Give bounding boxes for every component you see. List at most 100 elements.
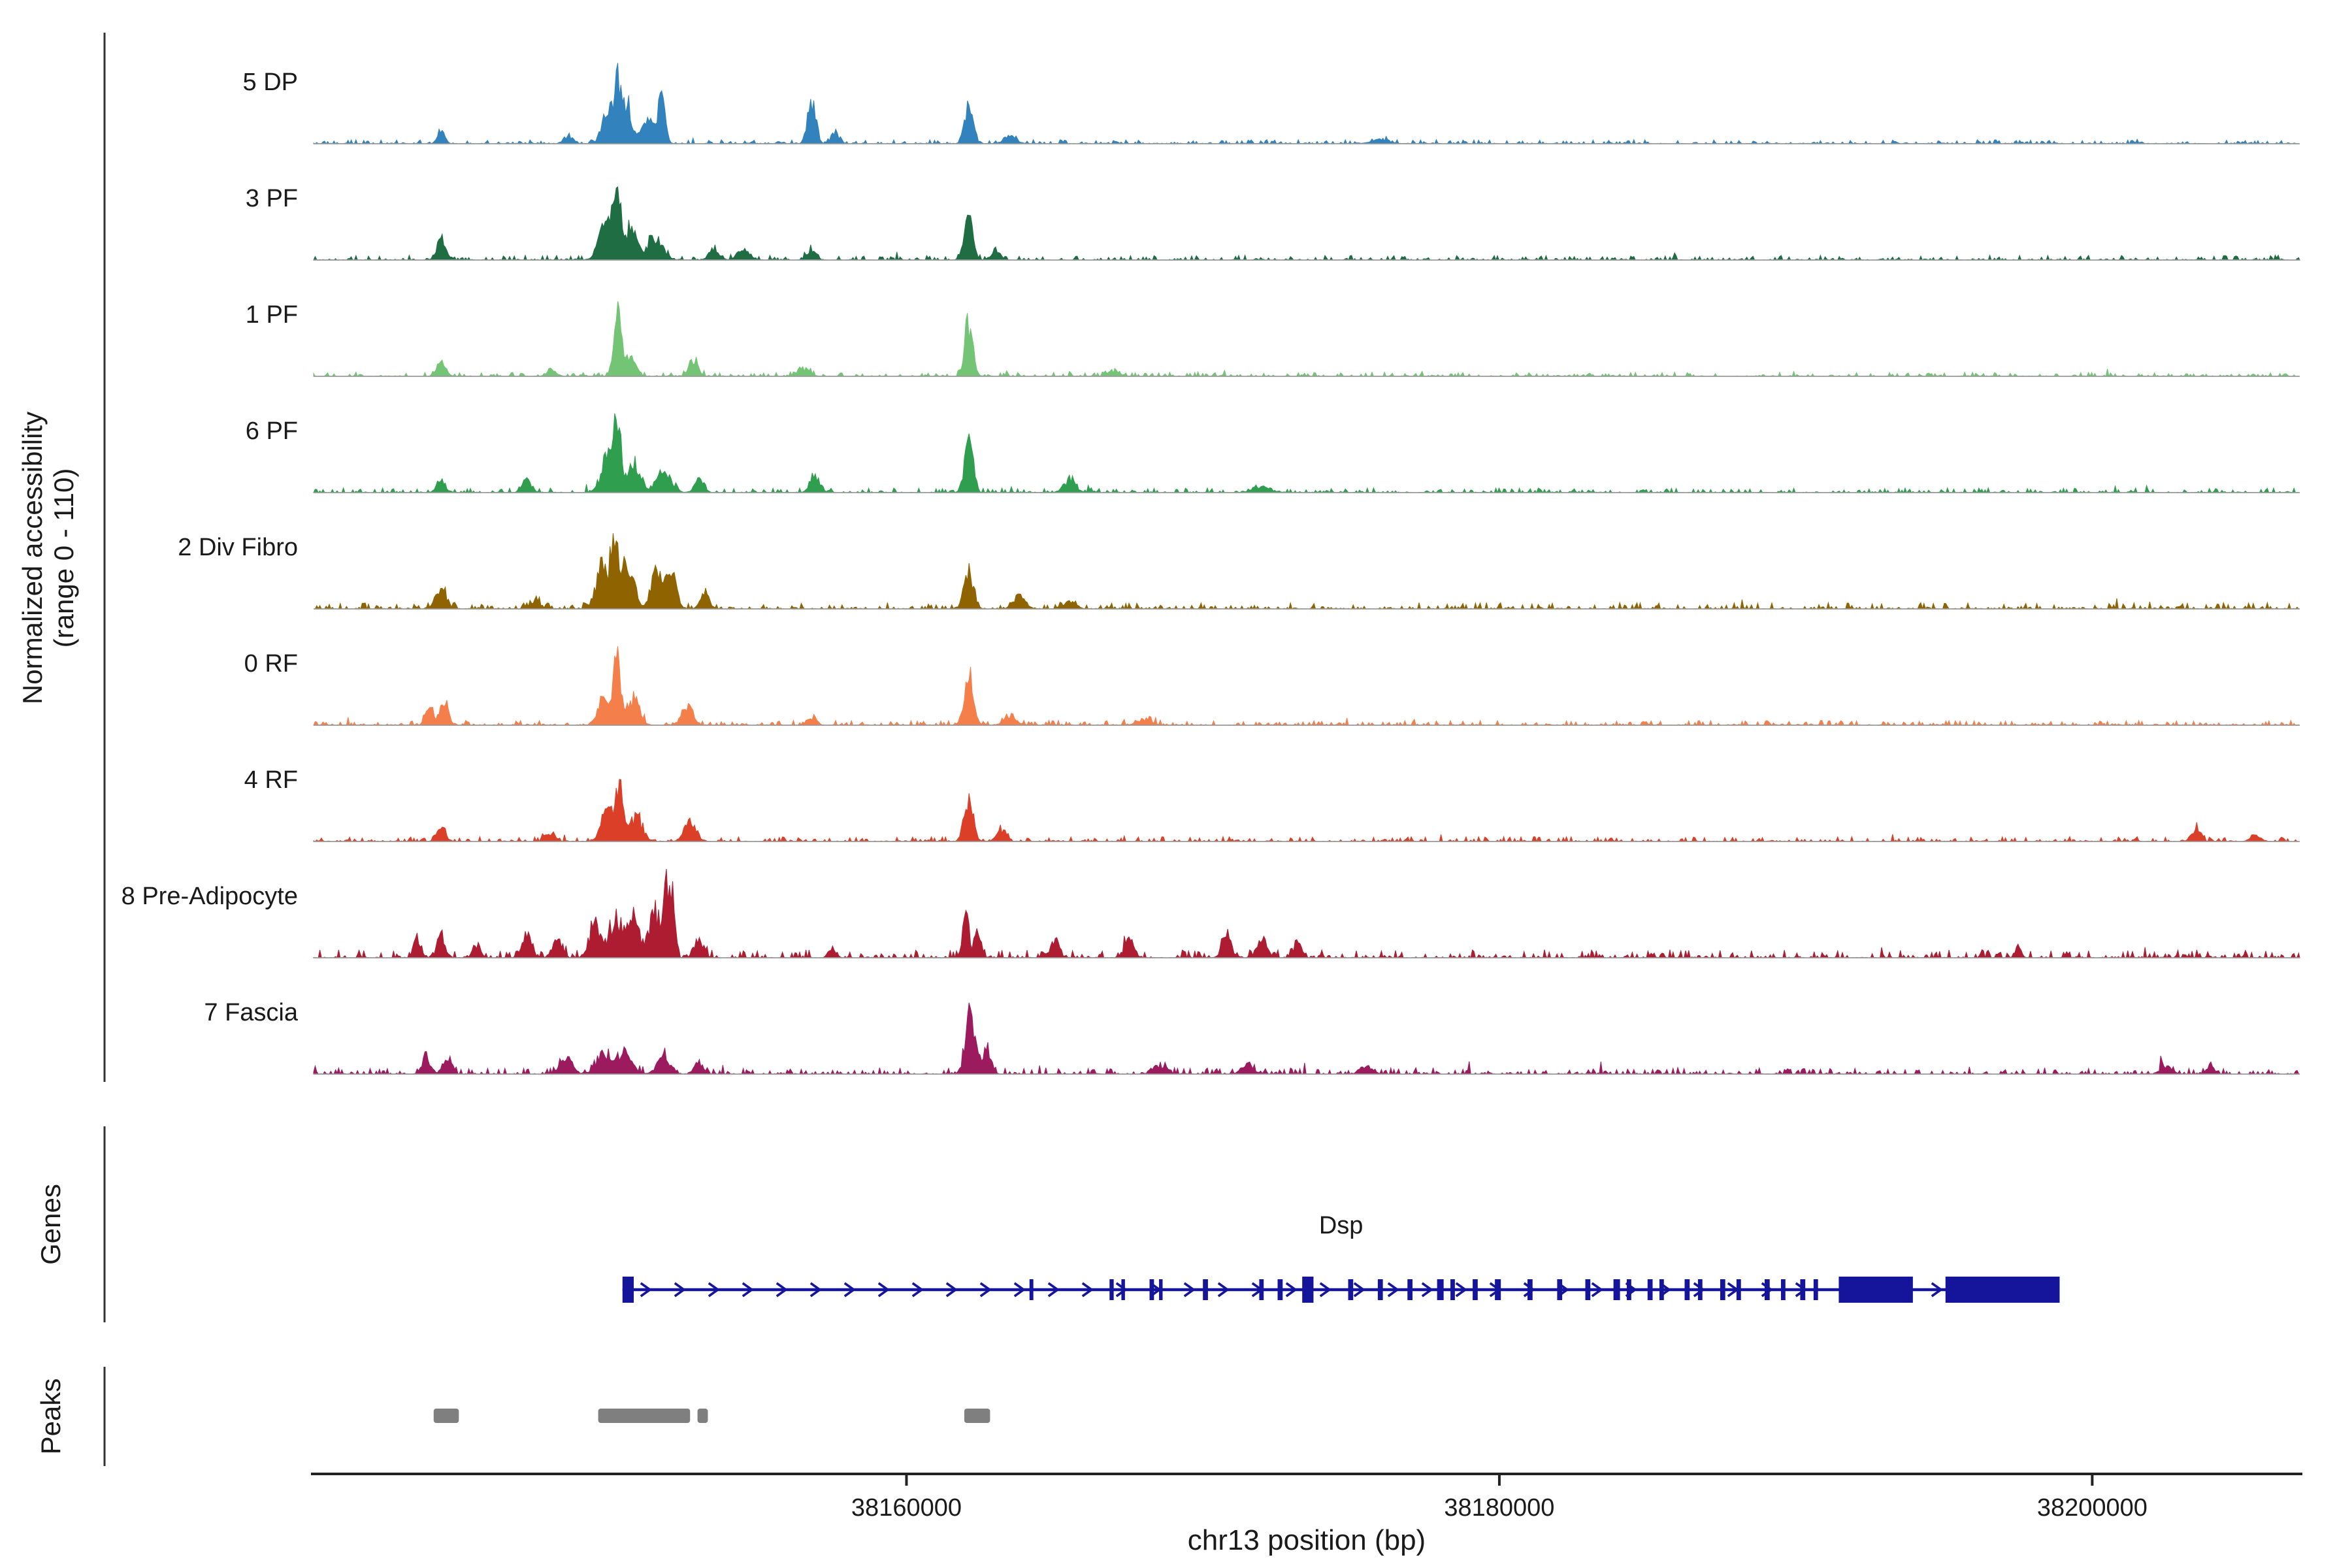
strand-arrow bbox=[1795, 1282, 1807, 1298]
y-axis-label-line2: (range 0 - 110) bbox=[48, 468, 79, 648]
peak-region bbox=[697, 1409, 708, 1423]
coverage-signal bbox=[314, 533, 2300, 610]
gene-exon bbox=[1121, 1279, 1125, 1300]
gene-exon bbox=[1109, 1279, 1114, 1300]
strand-arrow bbox=[1659, 1282, 1671, 1298]
x-axis-title: chr13 position (bp) bbox=[1188, 1524, 1426, 1556]
track-label: 1 PF bbox=[246, 301, 298, 329]
gene-exon bbox=[1813, 1279, 1818, 1300]
track-label: 0 RF bbox=[244, 650, 298, 678]
gene-exon bbox=[1765, 1279, 1770, 1300]
peak-region bbox=[433, 1409, 459, 1423]
track-label: 4 RF bbox=[244, 766, 298, 794]
strand-arrow bbox=[1591, 1282, 1603, 1298]
strand-arrow bbox=[979, 1282, 992, 1298]
strand-arrow bbox=[776, 1282, 788, 1298]
track-8-pre-adipocyte: 8 Pre-Adipocyte bbox=[122, 868, 2300, 959]
gene-exon bbox=[1800, 1279, 1806, 1300]
strand-arrow bbox=[1217, 1282, 1230, 1298]
strand-arrow bbox=[1251, 1282, 1264, 1298]
coverage-signal bbox=[313, 779, 2300, 843]
gene-model-track: Dsp bbox=[622, 1212, 2060, 1303]
x-axis-tick-label: 38200000 bbox=[2037, 1494, 2148, 1522]
strand-arrow bbox=[911, 1282, 924, 1298]
gene-exon bbox=[1613, 1279, 1620, 1300]
strand-arrow bbox=[1285, 1282, 1298, 1298]
gene-exon bbox=[1407, 1279, 1413, 1300]
gene-exon bbox=[1720, 1279, 1725, 1300]
gene-exon bbox=[1684, 1279, 1690, 1300]
gene-exon bbox=[1302, 1277, 1314, 1303]
track-label: 7 Fascia bbox=[204, 999, 298, 1026]
track-3-pf: 3 PF bbox=[246, 185, 2300, 261]
strand-arrow bbox=[1455, 1282, 1467, 1298]
x-axis: 38160000 38180000 38200000 bbox=[311, 1473, 2302, 1522]
peaks-section-label: Peaks bbox=[35, 1379, 66, 1455]
strand-arrow bbox=[1149, 1282, 1162, 1298]
strand-arrow bbox=[809, 1282, 822, 1298]
gene-exon bbox=[1697, 1279, 1703, 1300]
strand-arrow bbox=[640, 1282, 652, 1298]
strand-arrow bbox=[1489, 1282, 1501, 1298]
track-5-dp: 5 DP bbox=[243, 63, 2300, 145]
track-0-rf: 0 RF bbox=[244, 646, 2300, 727]
gene-exon bbox=[1437, 1279, 1444, 1300]
track-2-div-fibro: 2 Div Fibro bbox=[178, 533, 2300, 610]
strand-arrow bbox=[945, 1282, 958, 1298]
strand-arrow bbox=[1625, 1282, 1637, 1298]
x-axis-tick-label: 38160000 bbox=[851, 1494, 962, 1522]
coverage-signal bbox=[313, 413, 2300, 494]
gene-exon bbox=[1780, 1279, 1786, 1300]
x-axis-tick-label: 38180000 bbox=[1444, 1494, 1554, 1522]
coverage-signal bbox=[313, 63, 2300, 145]
gene-exon bbox=[1585, 1279, 1591, 1300]
strand-arrow bbox=[1761, 1282, 1773, 1298]
strand-arrow bbox=[1931, 1282, 1943, 1298]
strand-arrow bbox=[877, 1282, 890, 1298]
strand-arrow bbox=[1353, 1282, 1365, 1298]
track-1-pf: 1 PF bbox=[246, 301, 2300, 378]
gene-exon bbox=[622, 1277, 634, 1303]
track-label: 2 Div Fibro bbox=[178, 534, 298, 561]
gene-exon bbox=[1659, 1279, 1664, 1300]
coverage-signal bbox=[313, 1002, 2300, 1075]
gene-exon bbox=[1627, 1279, 1631, 1300]
peak-region bbox=[598, 1409, 691, 1423]
track-label: 6 PF bbox=[246, 417, 298, 445]
gene-exon bbox=[1838, 1277, 1913, 1303]
gene-exon bbox=[1377, 1279, 1383, 1300]
genes-section-label: Genes bbox=[35, 1184, 66, 1265]
strand-arrow bbox=[1047, 1282, 1060, 1298]
coverage-signal bbox=[313, 646, 2300, 727]
strand-arrow bbox=[1557, 1282, 1569, 1298]
strand-arrow bbox=[1081, 1282, 1094, 1298]
coverage-signal bbox=[313, 301, 2300, 378]
coverage-signal bbox=[313, 186, 2300, 261]
accessibility-tracks: 5 DP 3 PF 1 PF 6 PF 2 Div Fibro 0 RF 4 RF 8 Pre… bbox=[122, 63, 2300, 1075]
gene-exon bbox=[1029, 1279, 1034, 1300]
gene-exon bbox=[1945, 1277, 2060, 1303]
strand-arrow bbox=[1693, 1282, 1705, 1298]
peaks-track bbox=[433, 1409, 990, 1423]
strand-arrow bbox=[843, 1282, 856, 1298]
strand-arrow bbox=[1115, 1282, 1128, 1298]
strand-arrow bbox=[1523, 1282, 1535, 1298]
track-6-pf: 6 PF bbox=[246, 413, 2300, 494]
gene-exon bbox=[1149, 1279, 1154, 1300]
strand-arrow bbox=[1727, 1282, 1739, 1298]
gene-dsp: Dsp bbox=[622, 1212, 2060, 1303]
gene-name-label: Dsp bbox=[1319, 1212, 1364, 1239]
track-4-rf: 4 RF bbox=[244, 766, 2300, 843]
strand-arrow bbox=[1387, 1282, 1399, 1298]
strand-arrow bbox=[708, 1282, 720, 1298]
gene-exon bbox=[1450, 1279, 1455, 1300]
strand-arrow bbox=[1183, 1282, 1196, 1298]
gene-exon bbox=[1527, 1279, 1533, 1300]
gene-exon bbox=[1473, 1279, 1478, 1300]
gene-exon bbox=[1647, 1279, 1653, 1300]
track-label: 8 Pre-Adipocyte bbox=[122, 883, 298, 910]
track-label: 3 PF bbox=[246, 185, 298, 212]
strand-arrow bbox=[742, 1282, 754, 1298]
strand-arrow bbox=[674, 1282, 686, 1298]
